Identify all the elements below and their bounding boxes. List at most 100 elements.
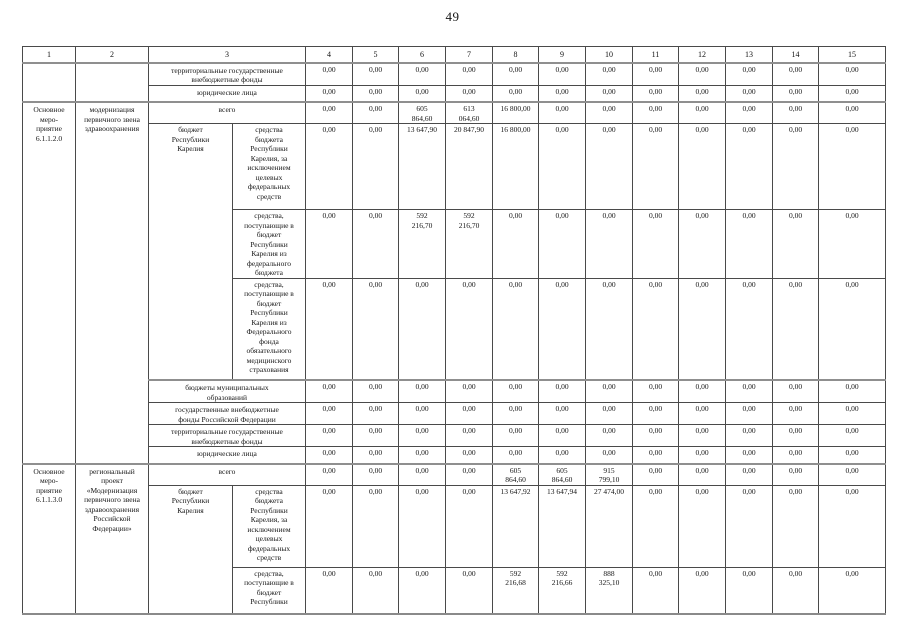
column-header: 2 [75,46,149,64]
value-cell: 0,00 [678,402,726,425]
value-cell: 0,00 [585,101,633,124]
row-label: всего [148,462,306,486]
value-cell: 0,00 [772,277,819,381]
value-cell: 0,00 [772,209,819,279]
value-cell: 0,00 [398,277,446,381]
value-cell: 0,00 [445,277,493,381]
column-header: 9 [538,46,586,64]
value-cell: 0,00 [538,277,586,381]
value-cell: 605 864,60 [398,101,446,124]
value-cell: 0,00 [492,424,539,447]
value-cell: 0,00 [725,209,773,279]
value-cell: 0,00 [678,462,726,486]
value-cell: 0,00 [305,62,353,86]
row-label: Основное меро- приятие 6.1.1.3.0 [22,462,76,615]
value-cell: 0,00 [678,277,726,381]
value-cell: 0,00 [818,462,886,486]
value-cell: 0,00 [818,277,886,381]
value-cell: 0,00 [818,566,886,615]
value-cell: 0,00 [632,209,679,279]
value-cell: 0,00 [585,123,633,210]
value-cell: 0,00 [725,446,773,464]
row-label: территориальные государственные внебюдже… [148,62,306,86]
value-cell: 0,00 [632,566,679,615]
value-cell: 0,00 [398,566,446,615]
value-cell: 0,00 [585,446,633,464]
value-cell: 0,00 [632,379,679,403]
column-header: 7 [445,46,493,64]
value-cell: 0,00 [305,209,353,279]
value-cell: 592 216,70 [398,209,446,279]
row-label: модернизация первичного звена здравоохра… [75,101,149,464]
table-row: юридические лица 0,00 0,00 0,00 0,00 0,00 0,00… [23,446,886,464]
value-cell: 0,00 [398,446,446,464]
value-cell: 0,00 [678,566,726,615]
value-cell: 592 216,66 [538,566,586,615]
value-cell: 0,00 [492,84,539,103]
value-cell: 0,00 [585,84,633,103]
value-cell: 20 847,90 [445,123,493,210]
value-cell: 0,00 [585,209,633,279]
row-label: региональный проект «Модернизация первич… [75,462,149,615]
value-cell: 0,00 [772,84,819,103]
value-cell: 0,00 [632,84,679,103]
column-header: 11 [632,46,679,64]
value-cell: 0,00 [585,277,633,381]
value-cell: 0,00 [538,424,586,447]
row-label: государственные внебюджетные фонды Росси… [148,402,306,425]
value-cell: 0,00 [725,62,773,86]
value-cell: 0,00 [352,424,399,447]
value-cell: 0,00 [585,62,633,86]
value-cell: 592 216,68 [492,566,539,615]
value-cell: 0,00 [678,62,726,86]
value-cell: 0,00 [772,62,819,86]
value-cell: 605 864,60 [492,462,539,486]
value-cell: 13 647,92 [492,484,539,568]
value-cell: 0,00 [445,402,493,425]
row-label: Основное меро- приятие 6.1.1.2.0 [22,101,76,464]
value-cell: 0,00 [678,123,726,210]
value-cell: 605 864,60 [538,462,586,486]
table-row: территориальные государственные внебюдже… [23,424,886,447]
value-cell: 0,00 [585,379,633,403]
value-cell: 0,00 [352,123,399,210]
row-label: средства, поступающие в бюджет Республик… [232,209,306,279]
row-label: средства бюджета Республики Карелия, за … [232,123,306,210]
value-cell: 0,00 [772,101,819,124]
value-cell: 0,00 [725,101,773,124]
value-cell: 0,00 [305,424,353,447]
value-cell: 0,00 [398,402,446,425]
value-cell: 0,00 [678,101,726,124]
value-cell: 0,00 [725,484,773,568]
value-cell: 0,00 [818,446,886,464]
value-cell: 0,00 [445,484,493,568]
value-cell: 0,00 [538,101,586,124]
value-cell: 0,00 [305,462,353,486]
value-cell: 0,00 [352,484,399,568]
value-cell: 0,00 [632,277,679,381]
column-header: 14 [772,46,819,64]
value-cell: 0,00 [305,566,353,615]
value-cell: 0,00 [632,424,679,447]
row-label: средства, поступающие в бюджет Республик… [232,277,306,381]
value-cell: 0,00 [725,379,773,403]
value-cell: 0,00 [678,84,726,103]
table-row: юридические лица 0,00 0,00 0,00 0,00 0,00 0,00… [23,84,886,103]
value-cell: 0,00 [352,209,399,279]
budget-table: 1 2 3 4 5 6 7 8 9 10 11 12 13 14 15 территориальные го… [22,46,886,615]
table-row: территориальные государственные внебюдже… [22,62,886,103]
value-cell: 0,00 [492,446,539,464]
value-cell: 0,00 [352,84,399,103]
column-header: 8 [492,46,539,64]
table-row: средства, поступающие в бюджет Республик… [23,566,886,615]
row-label: средства бюджета Республики Карелия, за … [232,484,306,568]
column-header: 1 [22,46,76,64]
row-label: бюджет Республики Карелия [148,123,233,381]
value-cell: 0,00 [772,446,819,464]
column-header: 3 [148,46,306,64]
value-cell: 0,00 [678,379,726,403]
value-cell: 0,00 [818,123,886,210]
row-label: средства, поступающие в бюджет Республик… [232,566,306,615]
row-label: всего [148,101,306,124]
